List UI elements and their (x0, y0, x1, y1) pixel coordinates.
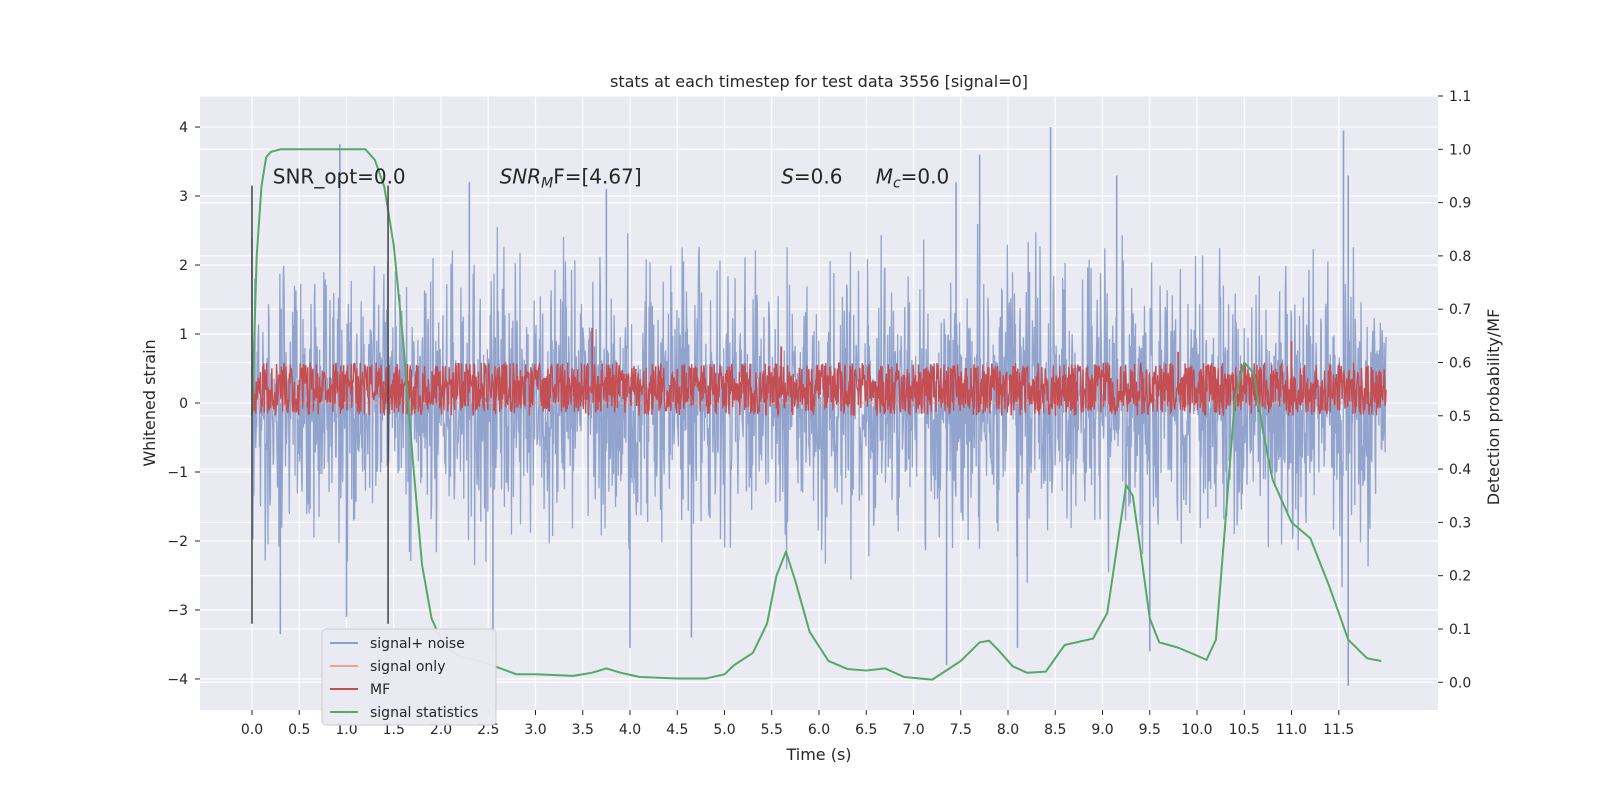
y2-tick-label: 0.7 (1449, 302, 1471, 318)
x-tick-label: 7.5 (950, 722, 972, 738)
y-tick-label: 1 (179, 327, 188, 343)
x-tick-label: 8.0 (997, 722, 1019, 738)
vline-layer (251, 185, 389, 624)
legend-item-mf: MF (330, 682, 390, 698)
chart-title: stats at each timestep for test data 355… (610, 72, 1028, 91)
y2-tick-label: 1.0 (1449, 142, 1471, 158)
annotations: SNR_opt=0.0 SNRMF=[4.67] S=0.6 Mc=0.0 (273, 165, 949, 192)
y-tick-label: −3 (167, 603, 188, 619)
y2-tick-label: 0.1 (1449, 622, 1471, 638)
ticks: 0.0 0.5 1.0 1.5 2.0 2.5 3.0 3.5 4.0 4.5 5.0 5.5 6.0 6… (167, 89, 1471, 738)
legend-label: signal+ noise (370, 636, 465, 652)
y-tick-label: 0 (179, 396, 188, 412)
legend: signal+ noise signal only MF signal statist… (321, 628, 497, 726)
x-tick-label: 3.0 (524, 722, 546, 738)
y2-tick-label: 0.4 (1449, 462, 1471, 478)
legend-item-signal-only: signal only (330, 659, 445, 675)
series-signal-statistics (250, 148, 1382, 681)
annotation-s: S=0.6 (781, 165, 842, 189)
annotation-mc: Mc=0.0 (876, 165, 950, 192)
y2-tick-label: 0.3 (1449, 515, 1471, 531)
x-tick-label: 1.5 (383, 722, 405, 738)
x-tick-label: 9.5 (1139, 722, 1161, 738)
y2-axis-label: Detection probability/MF (1484, 309, 1503, 506)
x-tick-label: 2.5 (477, 722, 499, 738)
x-tick-label: 10.0 (1181, 722, 1212, 738)
x-tick-label: 10.5 (1229, 722, 1260, 738)
y-tick-label: 2 (179, 258, 188, 274)
y-tick-label: −1 (167, 465, 188, 481)
y-axis-label: Whitened strain (140, 339, 159, 466)
legend-item-signal-noise: signal+ noise (330, 636, 465, 652)
x-tick-label: 3.5 (572, 722, 594, 738)
y2-tick-label: 1.1 (1449, 89, 1471, 105)
y2-tick-label: 0.5 (1449, 409, 1471, 425)
annotation-snr-opt: SNR_opt=0.0 (273, 165, 406, 189)
y-tick-label: 3 (179, 189, 188, 205)
x-tick-label: 6.0 (808, 722, 830, 738)
y-tick-label: −2 (167, 534, 188, 550)
x-tick-label: 0.5 (288, 722, 310, 738)
y2-tick-label: 0.9 (1449, 196, 1471, 212)
legend-label: signal only (370, 659, 445, 675)
series-mf (251, 327, 1387, 418)
y2-tick-label: 0.0 (1449, 675, 1471, 691)
legend-label: signal statistics (370, 705, 478, 721)
x-tick-label: 5.5 (761, 722, 783, 738)
x-tick-label: 4.0 (619, 722, 641, 738)
x-tick-label: 6.5 (855, 722, 877, 738)
signal-statistics-line (250, 148, 1382, 681)
y2-tick-label: 0.8 (1449, 249, 1471, 265)
legend-item-signal-statistics: signal statistics (330, 705, 478, 721)
x-tick-label: 2.0 (430, 722, 452, 738)
legend-label: MF (370, 682, 390, 698)
series-signal-noise (251, 127, 1387, 686)
x-tick-label: 7.0 (902, 722, 924, 738)
x-tick-label: 11.0 (1276, 722, 1307, 738)
y2-tick-label: 0.6 (1449, 355, 1471, 371)
x-tick-label: 4.5 (666, 722, 688, 738)
legend-box (321, 628, 497, 726)
x-tick-label: 11.5 (1323, 722, 1354, 738)
x-tick-label: 8.5 (1044, 722, 1066, 738)
x-tick-label: 1.0 (335, 722, 357, 738)
x-tick-label: 9.0 (1091, 722, 1113, 738)
y2-tick-label: 0.2 (1449, 569, 1471, 585)
x-axis-label: Time (s) (785, 745, 851, 764)
mf-trace (251, 362, 1387, 418)
y-tick-label: −4 (167, 672, 188, 688)
y-tick-label: 4 (179, 120, 188, 136)
x-tick-label: 0.0 (241, 722, 263, 738)
x-tick-label: 5.0 (713, 722, 735, 738)
series-layer (250, 127, 1387, 686)
annotation-snr-mf: SNRMF=[4.67] (500, 165, 642, 192)
